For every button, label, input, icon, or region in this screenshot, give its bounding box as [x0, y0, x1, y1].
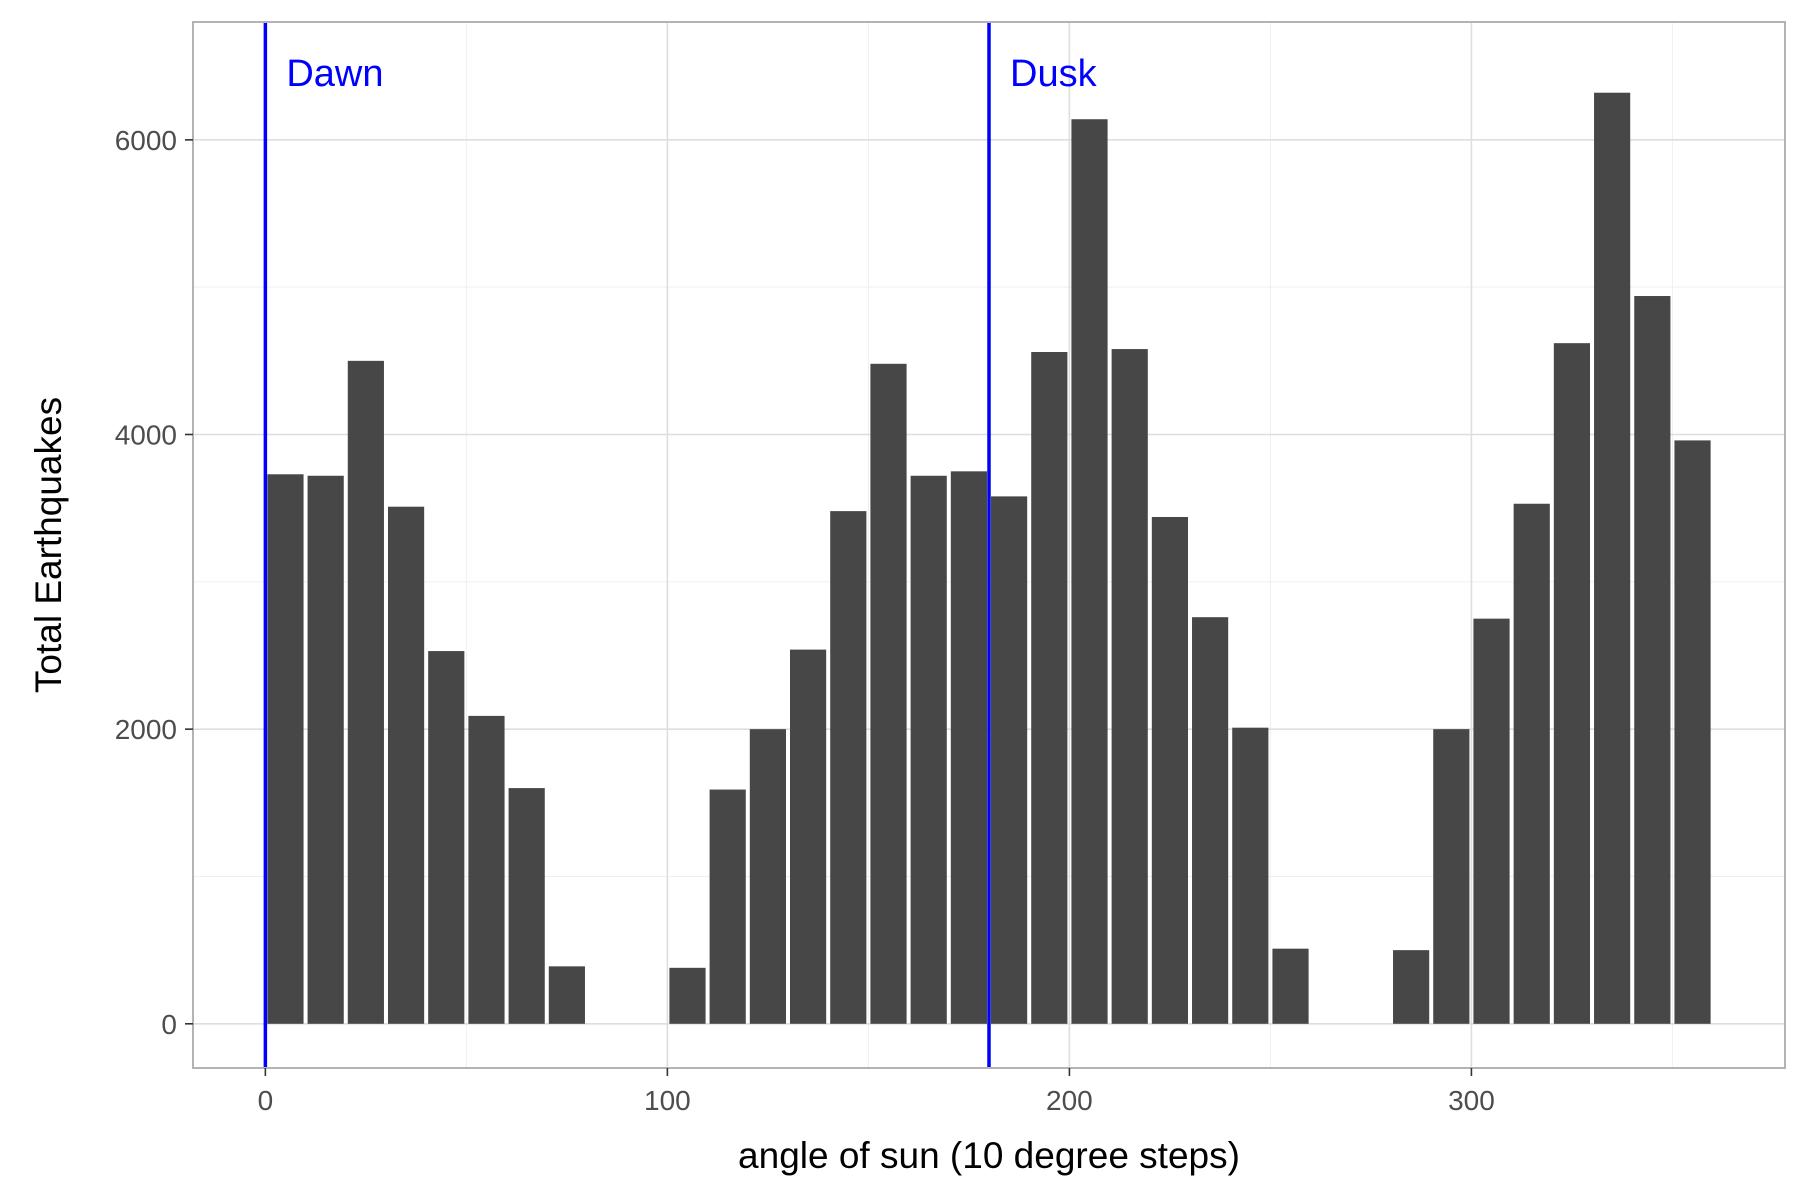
panel-border: [192, 21, 1786, 1069]
bar: [548, 966, 585, 1024]
bar: [347, 360, 384, 1024]
x-tick-label: 0: [258, 1085, 274, 1116]
y-axis-title: Total Earthquakes: [28, 397, 69, 693]
x-tick-label: 200: [1046, 1085, 1093, 1116]
bar: [1151, 517, 1188, 1024]
bar: [991, 496, 1028, 1024]
bar: [709, 789, 746, 1024]
bar: [1192, 617, 1229, 1024]
bar: [267, 474, 304, 1024]
bar: [950, 471, 987, 1024]
bar: [1232, 727, 1269, 1024]
bar: [1473, 618, 1510, 1024]
bar: [669, 967, 706, 1024]
bar: [790, 649, 827, 1024]
bar: [307, 475, 344, 1024]
annotation-label-dusk: Dusk: [1010, 53, 1098, 95]
y-tick-label: 0: [161, 1009, 177, 1040]
x-tick-label: 100: [644, 1085, 691, 1116]
bar: [1272, 948, 1309, 1024]
bar: [1513, 503, 1550, 1024]
bar: [1031, 352, 1068, 1024]
annotations: Dawn Dusk: [263, 22, 1098, 1068]
bar: [1433, 729, 1470, 1024]
annotation-label-dawn: Dawn: [286, 53, 383, 95]
bar: [830, 511, 867, 1024]
bar: [1071, 119, 1108, 1024]
bar: [749, 729, 786, 1024]
bar: [1634, 296, 1671, 1024]
bar: [468, 715, 505, 1024]
y-tick-label: 2000: [115, 714, 177, 745]
bars: [267, 92, 1711, 1024]
x-axis-title: angle of sun (10 degree steps): [738, 1135, 1240, 1176]
x-tick-label: 300: [1448, 1085, 1495, 1116]
bar: [910, 475, 947, 1024]
bar: [428, 651, 465, 1024]
bar: [1111, 349, 1148, 1024]
y-tick-label: 4000: [115, 420, 177, 451]
bar: [1674, 440, 1711, 1024]
axis-ticks: 0 100 200 300 0 2000 4000 6000: [115, 125, 1495, 1116]
bar: [1393, 950, 1430, 1024]
bar: [508, 788, 545, 1024]
bar: [1553, 343, 1591, 1024]
y-tick-label: 6000: [115, 125, 177, 156]
bar: [387, 506, 425, 1024]
bar: [870, 363, 907, 1024]
bar: [1594, 92, 1631, 1024]
